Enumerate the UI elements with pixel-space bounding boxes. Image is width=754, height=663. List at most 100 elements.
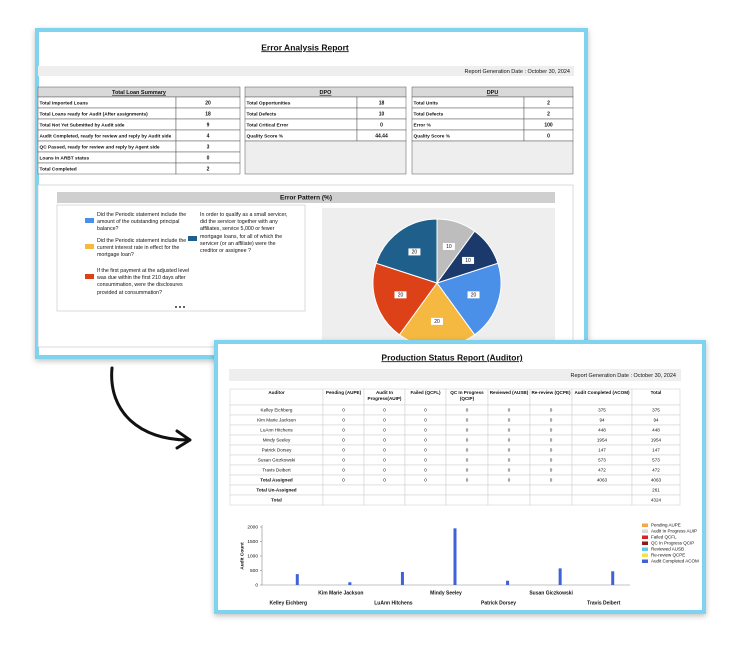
legend-label-box: Did the Periodic statement include the c…	[97, 238, 187, 259]
table-value: 0	[342, 468, 345, 473]
row-label: Quality Score %	[247, 133, 284, 139]
pie-slice	[375, 218, 438, 284]
arrow	[110, 366, 192, 450]
table-value: 0	[550, 448, 553, 453]
table-cell	[529, 494, 573, 506]
pie-slice	[372, 262, 438, 336]
table-value: 0	[424, 468, 427, 473]
table-value: 0	[383, 478, 386, 483]
table-value: 0	[466, 478, 469, 483]
legend-swatch	[85, 274, 94, 279]
pie-label: 20	[471, 292, 477, 298]
bar	[295, 574, 299, 585]
row-value: 10	[379, 111, 385, 117]
pie-label-bg	[431, 317, 443, 325]
row-label: Quality Score %	[414, 133, 451, 139]
table-value: 472	[598, 468, 606, 473]
table-cell	[529, 484, 573, 496]
auditor-name: Kim Marie Jackson	[257, 418, 296, 423]
table-filler	[244, 140, 407, 175]
y-tick-label: 1500	[247, 539, 258, 545]
legend-label: Re-review QCPE	[651, 552, 685, 557]
row-value: 44.44	[375, 133, 388, 139]
legend-swatch	[642, 541, 648, 545]
row-label: Total Opportunities	[247, 100, 291, 106]
more-dot	[179, 306, 181, 308]
row-label: Audit Completed, ready for review and re…	[40, 133, 172, 139]
legend-swatch	[188, 236, 197, 241]
x-tick-label: Kim Marie Jackson	[318, 590, 363, 596]
table-value: 573	[652, 458, 660, 463]
table-value: 0	[550, 438, 553, 443]
table-value: 147	[652, 448, 660, 453]
row-value: 0	[380, 122, 383, 128]
table-cell	[175, 162, 241, 175]
table-value: 0	[508, 418, 511, 423]
row-value: 2	[547, 111, 550, 117]
column-header-box: Failed (QCFL)	[410, 390, 440, 395]
row-label: Total Defects	[414, 111, 444, 117]
legend-swatch	[642, 559, 648, 563]
row-label: QC Passed, ready for review and reply by…	[40, 144, 160, 150]
pattern-header-bar	[57, 192, 555, 203]
legend-swatch	[85, 218, 94, 223]
row-label: Total Critical Error	[247, 122, 289, 128]
x-tick-label: LuAnn Hitchens	[374, 600, 413, 606]
legend-label-box: If the first payment at the adjusted lev…	[97, 268, 189, 296]
table-value: 0	[383, 418, 386, 423]
table-value: 0	[508, 428, 511, 433]
row-label: Error %	[414, 122, 432, 128]
table-value: 4324	[651, 498, 662, 503]
row-value: 4	[207, 133, 210, 139]
table-value: 0	[508, 478, 511, 483]
table-value: 0	[466, 458, 469, 463]
legend-label: Reviewed AUSB	[651, 546, 684, 551]
pie-label: 20	[398, 292, 404, 298]
table-value: 375	[598, 408, 606, 413]
date-bar	[38, 66, 574, 76]
table-value: 0	[508, 458, 511, 463]
legend-swatch	[642, 535, 648, 539]
table-value: 0	[424, 418, 427, 423]
column-header: Pending (AUPE)	[325, 390, 362, 395]
table-cell	[631, 494, 681, 506]
column-header-box: Pending (AUPE)	[325, 390, 362, 395]
table-cell	[404, 484, 447, 496]
report-title: Error Analysis Report	[261, 42, 349, 52]
row-label: Total Defects	[247, 111, 277, 117]
table-header: DPU	[487, 90, 499, 96]
table-value: 375	[652, 408, 660, 413]
table-value: 0	[342, 478, 345, 483]
bar	[453, 528, 457, 585]
pie-slice	[436, 262, 502, 336]
auditor-name: Kelley Eichberg	[261, 408, 293, 413]
table-value: 0	[466, 438, 469, 443]
table-value: 472	[652, 468, 660, 473]
date-bar	[229, 369, 681, 381]
legend-swatch	[642, 529, 648, 533]
table-value: 0	[342, 408, 345, 413]
legend-swatch	[642, 553, 648, 557]
table-cell	[571, 484, 633, 496]
arrow-curve	[110, 366, 190, 442]
pie-label-bg	[467, 291, 480, 299]
legend-label: Failed QCFL	[651, 534, 677, 539]
bar	[611, 571, 615, 585]
table-value: 0	[550, 418, 553, 423]
table-value: 0	[508, 408, 511, 413]
x-tick-label: Travis Deibert	[587, 600, 620, 606]
pie-label-bg	[394, 291, 407, 299]
column-header: Total	[650, 390, 662, 395]
table-cell	[363, 494, 406, 506]
legend-label: Did the Periodic statement include the c…	[97, 238, 187, 259]
table-value: 0	[383, 428, 386, 433]
pie-label-bg	[462, 256, 475, 264]
table-value: 573	[598, 458, 606, 463]
row-value: 9	[207, 122, 210, 128]
table-value: 0	[424, 458, 427, 463]
table-value: 0	[342, 458, 345, 463]
y-axis-label: Audit Count	[239, 542, 245, 570]
column-header-box: Reviewed (AUSB)	[490, 390, 529, 395]
